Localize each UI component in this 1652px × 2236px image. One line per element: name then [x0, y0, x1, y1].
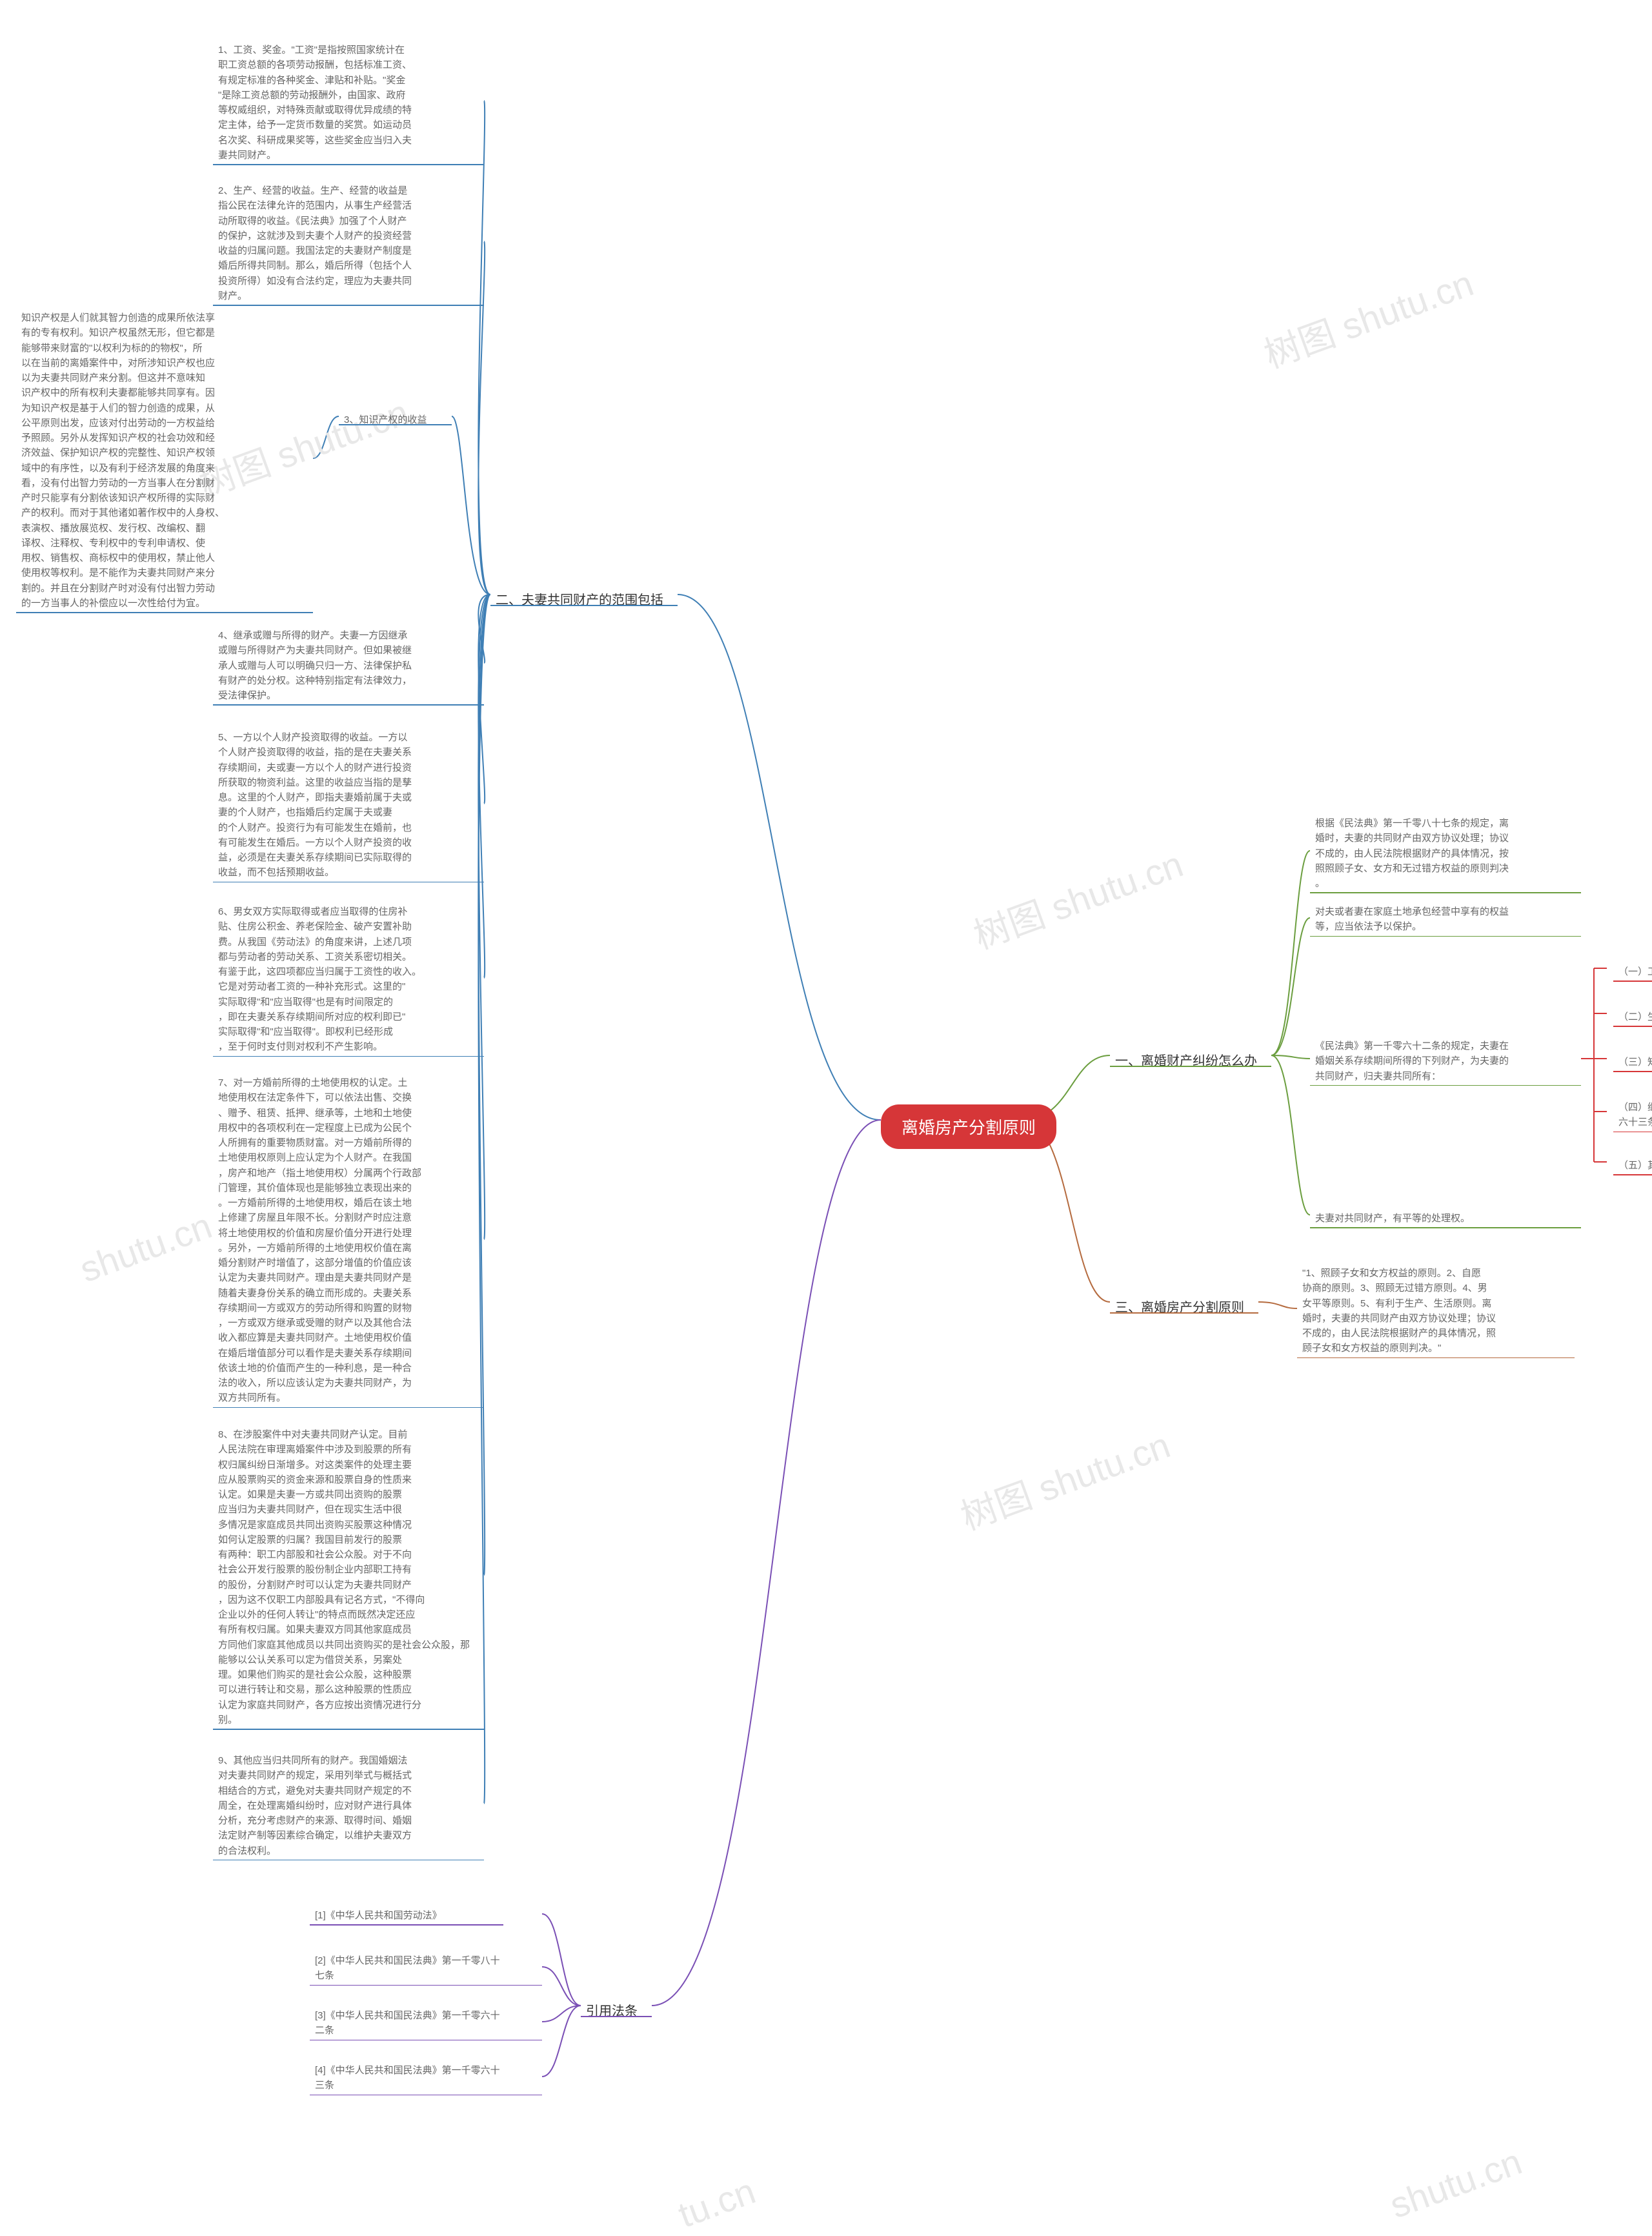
watermark: tu.cn — [673, 2170, 761, 2236]
sublist-item: （五）其他应当归共同所有的财产。 — [1613, 1154, 1652, 1177]
leaf-underline — [1310, 1085, 1581, 1086]
center-node: 离婚房产分割原则 — [881, 1104, 1056, 1149]
sublist-item: （二）生产、经营、投资的收益； — [1613, 1006, 1652, 1028]
branch-label: 一、离婚财产纠纷怎么办 — [1110, 1048, 1271, 1072]
leaf-text: 7、对一方婚前所得的土地使用权的认定。土 地使用权在法定条件下，可以依法出售、交… — [213, 1072, 484, 1410]
watermark: shutu.cn — [74, 1204, 217, 1290]
leaf-text: 知识产权是人们就其智力创造的成果所依法享 有的专有权利。知识产权虽然无形，但它都… — [16, 307, 313, 615]
leaf-underline — [310, 2040, 542, 2041]
leaf-underline — [16, 612, 313, 613]
leaf-text: 4、继承或赠与所得的财产。夫妻一方因继承 或赠与所得财产为夫妻共同财产。但如果被… — [213, 624, 484, 707]
leaf-underline — [1310, 1227, 1581, 1228]
leaf-underline — [213, 882, 484, 883]
leaf-text: [4]《中华人民共和国民法典》第一千零六十 三条 — [310, 2059, 542, 2097]
leaf-underline — [213, 704, 484, 706]
leaf-underline — [213, 1407, 484, 1408]
leaf-text: "1、照顾子女和女方权益的原则。2、自愿 协商的原则。3、照顾无过错方原则。4、… — [1297, 1262, 1575, 1360]
leaf-underline — [339, 424, 452, 425]
leaf-underline — [213, 305, 484, 306]
sublist-underline — [1613, 1174, 1652, 1175]
watermark: shutu.cn — [1384, 2140, 1527, 2226]
sublist-item: （一）工资、奖金、劳务报酬； — [1613, 960, 1652, 983]
leaf-text: 8、在涉股案件中对夫妻共同财产认定。目前 人民法院在审理离婚案件中涉及到股票的所… — [213, 1423, 484, 1731]
leaf-text: 夫妻对共同财产，有平等的处理权。 — [1310, 1207, 1581, 1230]
leaf-prefix: 3、知识产权的收益 — [339, 409, 432, 431]
leaf-text: 《民法典》第一千零六十二条的规定，夫妻在 婚姻关系存续期间所得的下列财产，为夫妻… — [1310, 1035, 1581, 1088]
sublist-underline — [1613, 1026, 1652, 1027]
leaf-text: 6、男女双方实际取得或者应当取得的住房补 贴、住房公积金、养老保险金、破产安置补… — [213, 900, 484, 1059]
leaf-underline — [213, 1860, 484, 1861]
leaf-underline — [310, 1924, 503, 1926]
watermark: 树图 shutu.cn — [1256, 254, 1480, 378]
leaf-text: 1、工资、奖金。"工资"是指按照国家统计在 职工资总额的各项劳动报酬，包括标准工… — [213, 39, 484, 167]
leaf-underline — [1297, 1357, 1575, 1359]
leaf-text: 对夫或者妻在家庭土地承包经营中享有的权益 等，应当依法予以保护。 — [1310, 900, 1581, 939]
leaf-underline — [213, 164, 484, 165]
watermark: 树图 shutu.cn — [965, 835, 1189, 959]
branch-underline — [490, 605, 678, 606]
leaf-text: [3]《中华人民共和国民法典》第一千零六十 二条 — [310, 2004, 542, 2042]
leaf-underline — [213, 1056, 484, 1057]
sublist-item: （四）继承或者受赠的财产，但是本法第一千零 六十三条第三项规定的除外； — [1613, 1096, 1652, 1134]
leaf-text: [2]《中华人民共和国民法典》第一千零八十 七条 — [310, 1949, 542, 1987]
leaf-underline — [1310, 892, 1581, 893]
sublist-underline — [1613, 981, 1652, 982]
branch-label: 二、夫妻共同财产的范围包括 — [490, 587, 678, 611]
watermark: 树图 shutu.cn — [952, 1416, 1176, 1540]
leaf-underline — [1310, 936, 1581, 937]
sublist-underline — [1613, 1071, 1652, 1072]
leaf-underline — [310, 1985, 542, 1986]
branch-label: 三、离婚房产分割原则 — [1110, 1294, 1258, 1318]
leaf-underline — [213, 1729, 484, 1730]
leaf-text: 2、生产、经营的收益。生产、经营的收益是 指公民在法律允许的范围内，从事生产经营… — [213, 179, 484, 307]
leaf-underline — [310, 2095, 542, 2096]
sublist-underline — [1613, 1132, 1652, 1133]
branch-label: 引用法条 — [581, 1998, 652, 2022]
branch-underline — [1110, 1066, 1271, 1067]
branch-underline — [1110, 1312, 1258, 1314]
sublist-item: （三）知识产权的收益； — [1613, 1051, 1652, 1073]
leaf-text: 5、一方以个人财产投资取得的收益。一方以 个人财产投资取得的收益，指的是在夫妻关… — [213, 726, 484, 884]
leaf-text: 9、其他应当归共同所有的财产。我国婚姻法 对夫妻共同财产的规定，采用列举式与概括… — [213, 1749, 484, 1862]
leaf-text: 根据《民法典》第一千零八十七条的规定，离 婚时，夫妻的共同财产由双方协议处理；协… — [1310, 812, 1581, 895]
leaf-text: [1]《中华人民共和国劳动法》 — [310, 1904, 503, 1927]
branch-underline — [581, 2016, 652, 2017]
